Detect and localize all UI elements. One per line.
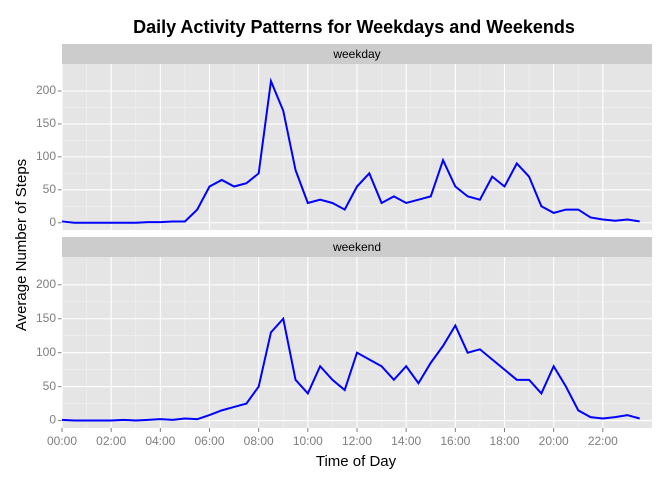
y-tick-label: 50 [43,379,57,393]
x-tick-label: 08:00 [244,434,274,448]
y-tick-label: 100 [36,345,56,359]
strip-label: weekend [332,240,381,254]
x-tick-label: 04:00 [145,434,175,448]
x-tick-label: 20:00 [539,434,569,448]
strip [62,44,652,64]
x-tick-label: 16:00 [440,434,470,448]
x-tick-label: 06:00 [194,434,224,448]
x-tick-label: 10:00 [293,434,323,448]
y-tick-label: 50 [43,182,57,196]
y-tick-label: 0 [49,413,56,427]
strip-label: weekday [332,47,380,61]
x-tick-label: 02:00 [96,434,126,448]
chart-title: Daily Activity Patterns for Weekdays and… [133,17,575,37]
x-tick-label: 14:00 [391,434,421,448]
data-line [61,316,640,422]
y-tick-label: 0 [49,215,56,229]
x-tick-label: 22:00 [588,434,618,448]
x-tick-label: 18:00 [489,434,519,448]
y-tick-label: 200 [36,83,56,97]
strip [62,237,652,257]
y-tick-label: 100 [36,149,56,163]
y-tick-label: 150 [36,116,56,130]
y-tick-label: 150 [36,311,56,325]
y-axis-label: Average Number of Steps [13,159,30,331]
y-tick-label: 200 [36,277,56,291]
x-axis-label: Time of Day [316,453,397,470]
x-tick-label: 00:00 [47,434,77,448]
x-tick-label: 12:00 [342,434,372,448]
data-line [61,77,640,224]
